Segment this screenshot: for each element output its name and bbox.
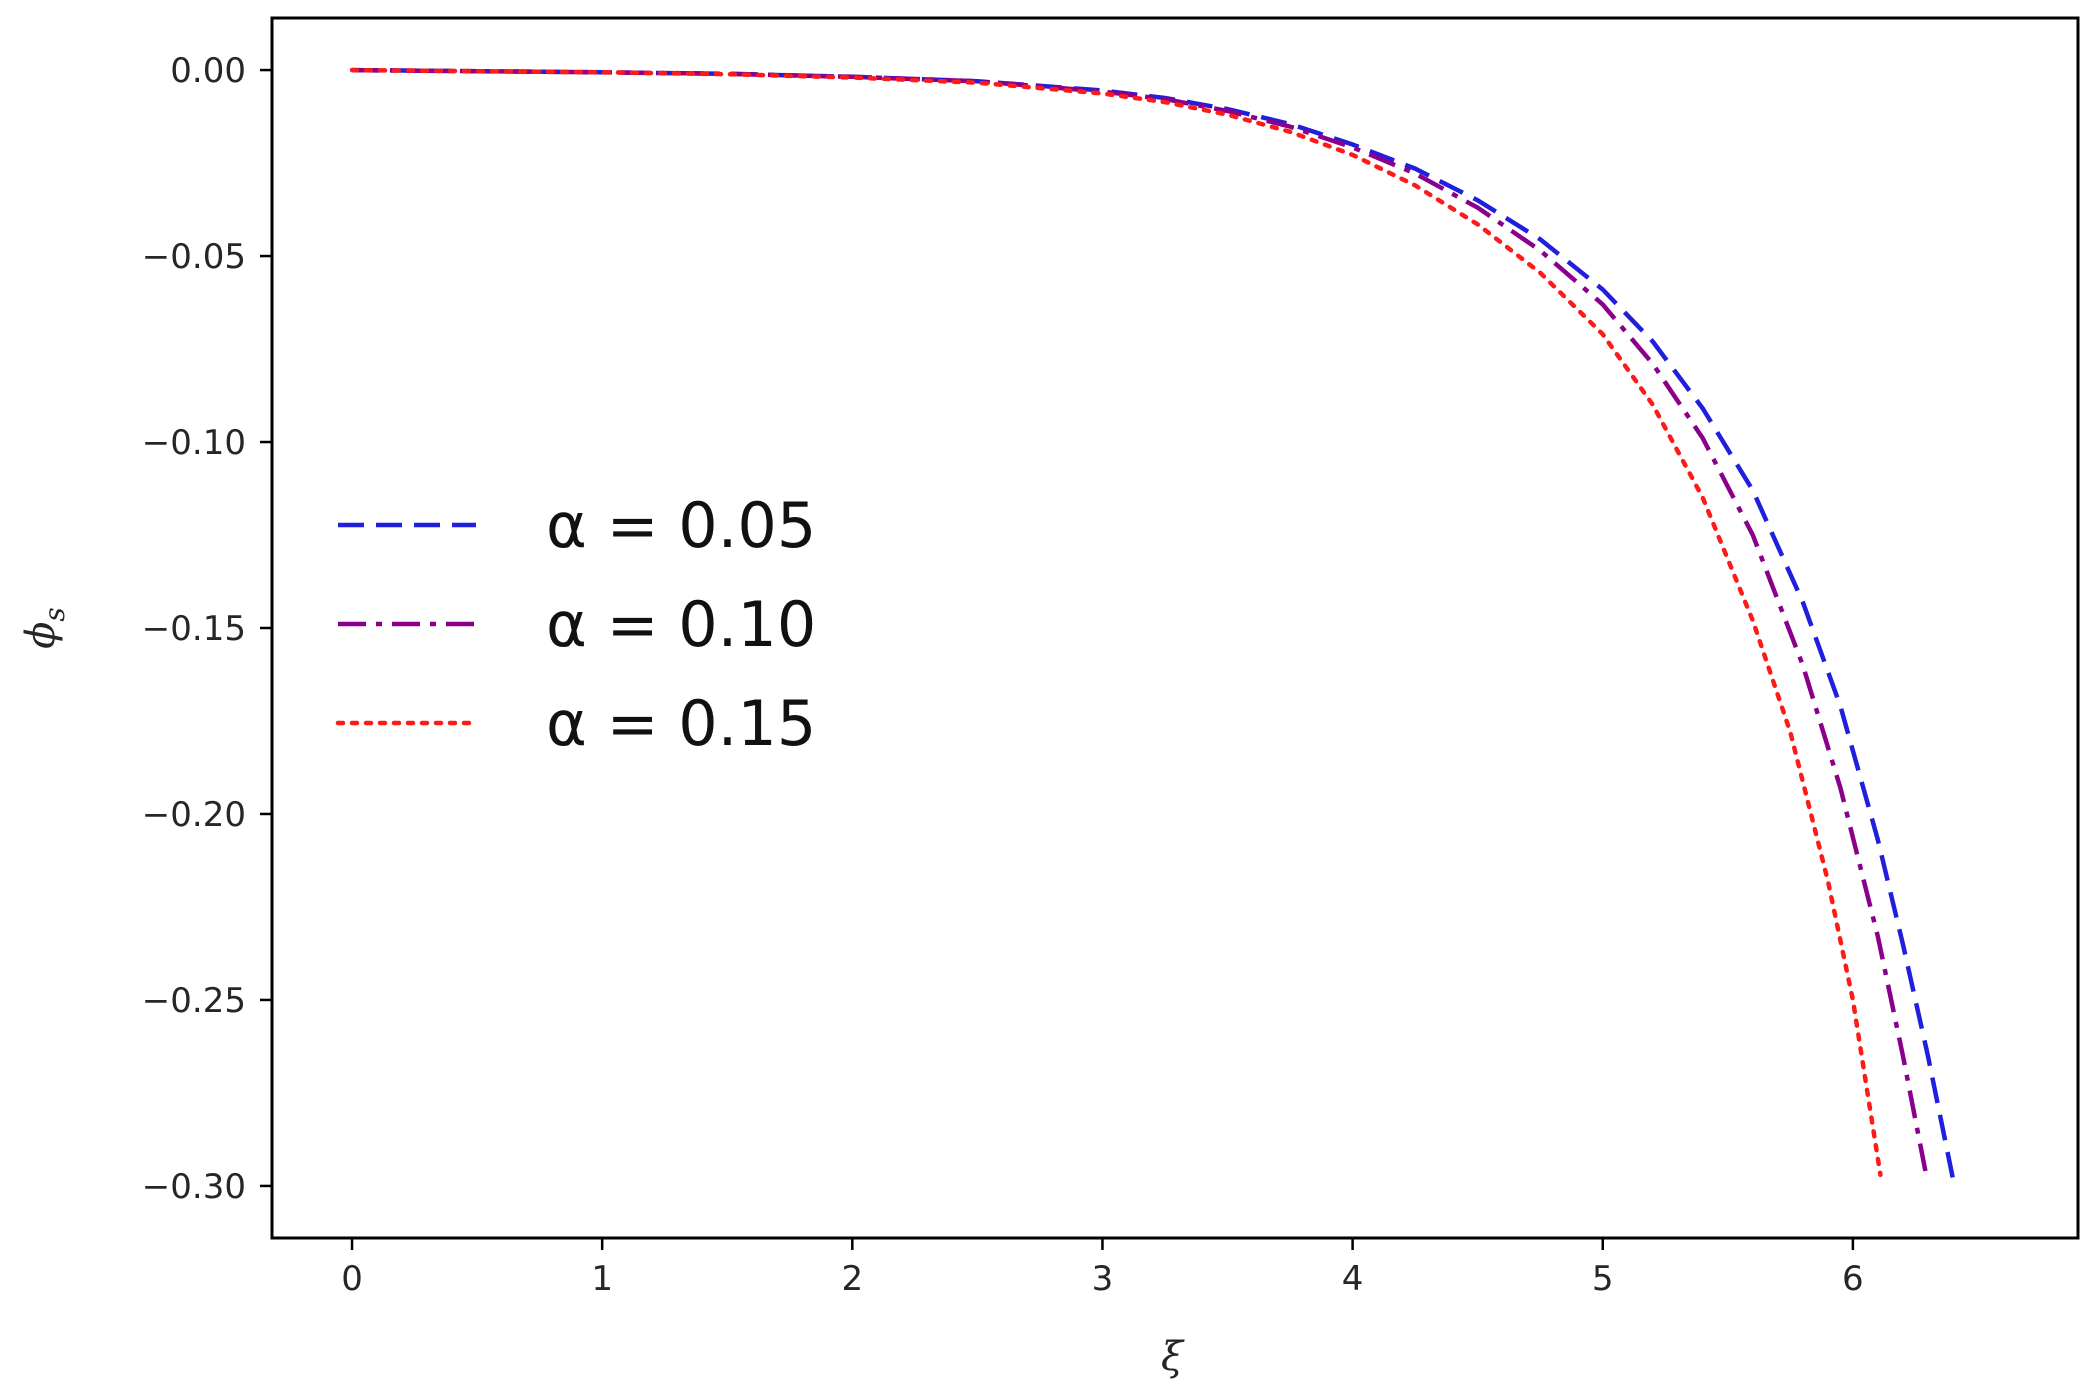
y-axis-label-subscript: s [38, 607, 71, 621]
y-axis-label-symbol: ϕ [18, 622, 64, 649]
series-line-2 [351, 67, 1928, 1172]
y-tick-label: −0.30 [142, 1167, 246, 1207]
legend-label-1: α = 0.05 [546, 489, 816, 562]
data-series-group [349, 67, 1956, 1179]
x-tick-label: 5 [1592, 1259, 1614, 1299]
legend: α = 0.05 α = 0.10 α = 0.15 [335, 489, 816, 760]
series-line-3 [349, 67, 1883, 1178]
x-axis: 0 1 2 3 4 5 6 [341, 1238, 1864, 1299]
x-tick-label: 0 [341, 1259, 363, 1299]
y-tick-label: −0.10 [142, 423, 246, 463]
y-axis-label: ϕs [18, 607, 71, 649]
y-tick-label: −0.25 [142, 981, 246, 1021]
x-tick-label: 3 [1092, 1259, 1114, 1299]
y-tick-label: −0.15 [142, 609, 246, 649]
x-tick-label: 4 [1342, 1259, 1364, 1299]
legend-label-3: α = 0.15 [546, 687, 816, 760]
y-axis: 0.00 −0.05 −0.10 −0.15 −0.20 −0.25 −0.30 [142, 51, 272, 1207]
x-axis-label: ξ [1161, 1334, 1185, 1380]
y-tick-label: −0.05 [142, 237, 246, 277]
x-tick-label: 1 [591, 1259, 613, 1299]
x-tick-label: 6 [1842, 1259, 1864, 1299]
x-tick-label: 2 [842, 1259, 864, 1299]
y-tick-label: 0.00 [170, 51, 246, 91]
legend-label-2: α = 0.10 [546, 588, 816, 661]
y-tick-label: −0.20 [142, 795, 246, 835]
